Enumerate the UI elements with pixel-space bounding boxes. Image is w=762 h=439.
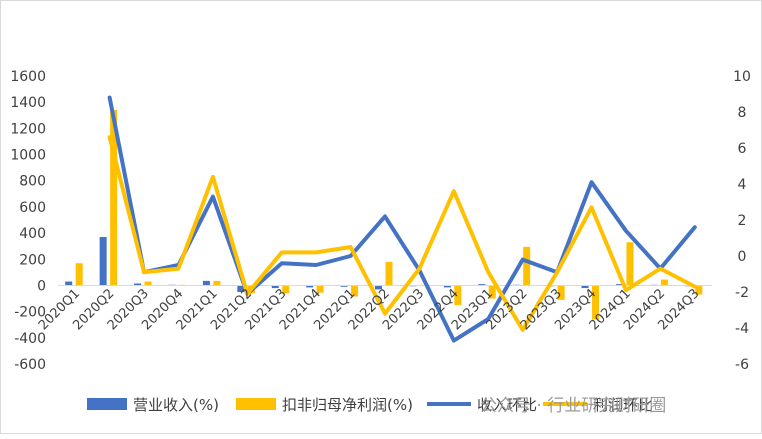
left-tick-label: 400: [19, 226, 46, 242]
left-tick-label: 1200: [10, 121, 46, 137]
bar-revenue: [375, 285, 382, 290]
left-tick-label: 1600: [10, 69, 46, 85]
watermark-text: 公众号 · 行业研究财研圈: [480, 396, 666, 416]
bar-revenue: [340, 285, 348, 287]
legend-swatch: [236, 398, 276, 410]
bar-revenue: [271, 285, 279, 289]
right-tick-label: 8: [738, 105, 747, 121]
legend: 营业收入(%) 扣非归母净利润(%) 收入环比 利润环比: [87, 396, 653, 414]
bar-profit: [110, 110, 118, 286]
bar-revenue: [237, 285, 245, 292]
line-profit-qoq: [107, 135, 697, 332]
right-tick-label: 2: [738, 213, 747, 229]
bar-profit: [695, 285, 703, 295]
left-tick-label: -400: [14, 331, 46, 347]
bar-profit: [316, 285, 324, 293]
bar-profit: [454, 285, 462, 306]
bar-profit: [488, 285, 496, 299]
bar-revenue: [99, 237, 107, 286]
right-tick-label: -6: [735, 357, 749, 373]
bar-revenue: [615, 284, 623, 286]
right-tick-label: 10: [733, 69, 751, 85]
bar-revenue: [443, 285, 451, 288]
bar-profit: [557, 285, 565, 300]
right-tick-label: -2: [735, 285, 749, 301]
bar-profit: [213, 280, 221, 286]
bar-profit: [523, 246, 531, 286]
bar-revenue: [306, 285, 314, 288]
legend-label: 利润环比: [593, 396, 653, 414]
legend-label: 收入环比: [477, 396, 537, 414]
bar-revenue: [65, 281, 73, 286]
bar-profit: [75, 263, 83, 286]
left-tick-label: -600: [14, 357, 46, 373]
right-tick-label: 0: [738, 249, 747, 265]
bar-profit: [144, 281, 152, 286]
bar-profit: [626, 242, 634, 286]
bar-revenue: [581, 285, 589, 289]
legend-label: 营业收入(%): [133, 396, 219, 414]
legend-label: 扣非归母净利润(%): [282, 396, 413, 414]
bar-revenue: [134, 283, 142, 286]
left-tick-label: 800: [19, 174, 46, 190]
bar-revenue: [202, 280, 210, 286]
bar-revenue: [478, 284, 486, 286]
right-tick-label: 6: [738, 141, 747, 157]
left-tick-label: -200: [14, 305, 46, 321]
line-revenue-qoq: [107, 95, 697, 343]
line-series: [107, 95, 697, 343]
right-axis: 10 8 6 4 2 0 -2 -4 -6: [733, 69, 751, 373]
bar-profit: [385, 261, 393, 286]
right-tick-label: -4: [735, 321, 749, 337]
left-axis: 1600 1400 1200 1000 800 600 400 200 0 -200 -400 -60…: [10, 69, 46, 373]
legend-swatch: [87, 398, 127, 410]
bar-profit: [660, 279, 668, 286]
left-tick-label: 1000: [10, 148, 46, 164]
right-tick-label: 4: [738, 177, 747, 193]
left-tick-label: 0: [37, 278, 46, 294]
bar-profit: [351, 285, 359, 297]
left-tick-label: 200: [19, 252, 46, 268]
left-tick-label: 1400: [10, 95, 46, 111]
left-tick-label: 600: [19, 200, 46, 216]
bar-profit: [592, 285, 600, 320]
bar-profit: [282, 285, 290, 294]
